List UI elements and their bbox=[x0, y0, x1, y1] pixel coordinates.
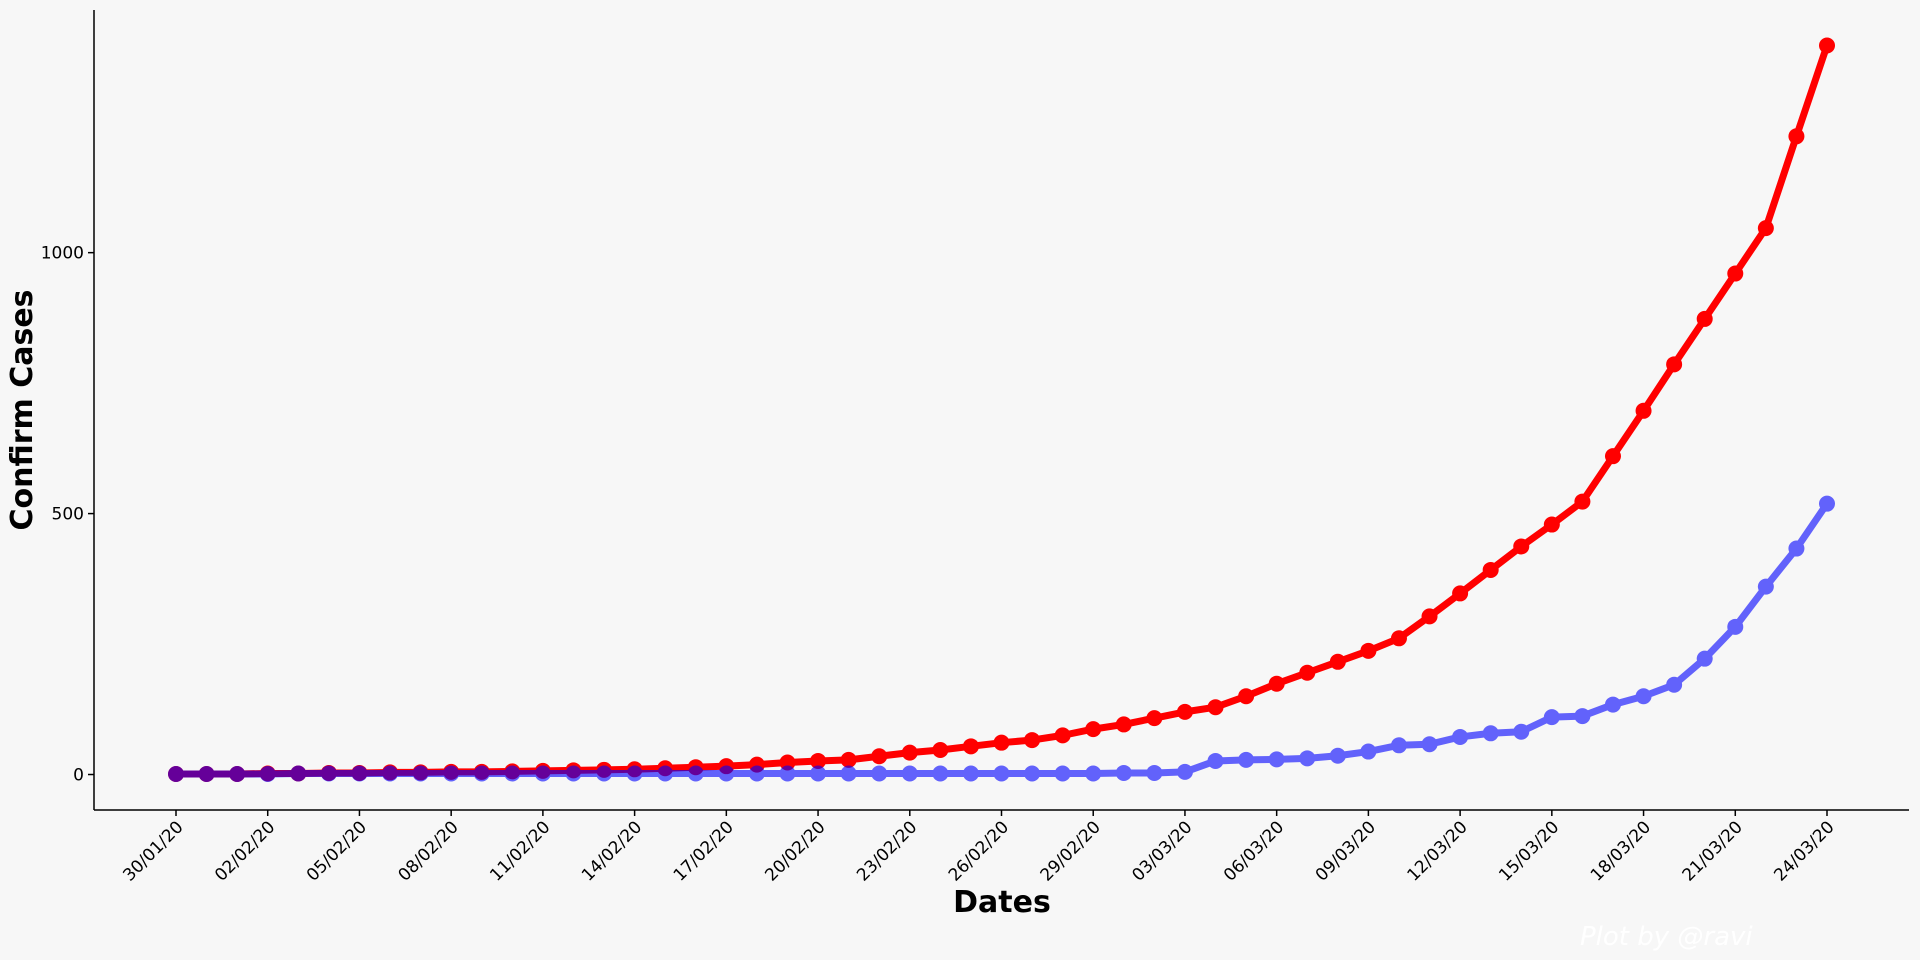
data-point bbox=[1788, 128, 1805, 145]
data-point bbox=[290, 765, 307, 782]
data-point bbox=[840, 765, 857, 782]
data-point bbox=[1238, 751, 1255, 768]
data-point bbox=[1574, 493, 1591, 510]
watermark: Plot by @ravi bbox=[1580, 922, 1753, 952]
data-point bbox=[779, 754, 796, 771]
data-point bbox=[1666, 356, 1683, 373]
data-point bbox=[1360, 743, 1377, 760]
data-point bbox=[901, 744, 918, 761]
data-point bbox=[259, 765, 276, 782]
data-point bbox=[1207, 699, 1224, 716]
data-point bbox=[1146, 764, 1163, 781]
data-point bbox=[1421, 608, 1438, 625]
data-point bbox=[229, 765, 246, 782]
x-axis-label: Dates bbox=[953, 885, 1051, 920]
data-point bbox=[993, 765, 1010, 782]
data-point bbox=[198, 765, 215, 782]
data-point bbox=[748, 765, 765, 782]
data-point bbox=[687, 765, 704, 782]
data-point bbox=[1452, 585, 1469, 602]
data-point bbox=[1115, 716, 1132, 733]
data-point bbox=[1788, 540, 1805, 557]
data-point bbox=[473, 765, 490, 782]
data-point bbox=[779, 765, 796, 782]
data-point bbox=[168, 765, 184, 782]
y-axis-label: Confirm Cases bbox=[5, 289, 40, 530]
data-point bbox=[1329, 653, 1346, 670]
data-point bbox=[718, 765, 735, 782]
data-point bbox=[1299, 664, 1316, 681]
data-point bbox=[1452, 728, 1469, 745]
data-point bbox=[1390, 630, 1407, 647]
data-point bbox=[1024, 732, 1041, 749]
y-tick-label: 1000 bbox=[41, 244, 84, 264]
data-point bbox=[1757, 578, 1774, 595]
data-point bbox=[1238, 688, 1255, 705]
data-point bbox=[504, 765, 521, 782]
data-point bbox=[1024, 765, 1041, 782]
data-point bbox=[1146, 710, 1163, 727]
data-point bbox=[810, 752, 827, 769]
data-point bbox=[1513, 723, 1530, 740]
data-point bbox=[1635, 688, 1652, 705]
data-point bbox=[840, 751, 857, 768]
data-point bbox=[1176, 703, 1193, 720]
data-point bbox=[1696, 310, 1713, 327]
series bbox=[168, 495, 1835, 782]
data-point bbox=[1543, 709, 1560, 726]
data-point bbox=[962, 765, 979, 782]
data-point bbox=[1054, 765, 1071, 782]
data-point bbox=[1482, 725, 1499, 742]
data-point bbox=[1299, 750, 1316, 767]
data-point bbox=[657, 765, 674, 782]
data-point bbox=[871, 765, 888, 782]
data-point bbox=[1696, 650, 1713, 667]
data-point bbox=[901, 765, 918, 782]
data-point bbox=[1574, 708, 1591, 725]
data-point bbox=[596, 765, 613, 782]
data-point bbox=[810, 765, 827, 782]
data-point bbox=[1268, 675, 1285, 692]
data-point bbox=[412, 765, 429, 782]
data-point bbox=[320, 765, 337, 782]
data-point bbox=[1513, 538, 1530, 555]
data-point bbox=[1421, 736, 1438, 753]
data-point bbox=[871, 748, 888, 765]
data-point bbox=[1727, 618, 1744, 635]
data-point bbox=[1329, 747, 1346, 764]
data-point bbox=[1115, 764, 1132, 781]
data-point bbox=[1604, 448, 1621, 465]
data-point bbox=[932, 765, 949, 782]
data-point bbox=[1390, 737, 1407, 754]
data-point bbox=[382, 765, 399, 782]
data-point bbox=[993, 734, 1010, 751]
data-point bbox=[932, 741, 949, 758]
data-point bbox=[962, 738, 979, 755]
data-point bbox=[1635, 402, 1652, 419]
data-point bbox=[1054, 727, 1071, 744]
data-point bbox=[1543, 516, 1560, 533]
data-point bbox=[1757, 220, 1774, 237]
data-point bbox=[1176, 763, 1193, 780]
data-point bbox=[1207, 752, 1224, 769]
data-point bbox=[351, 765, 368, 782]
data-point bbox=[534, 765, 551, 782]
data-point bbox=[1482, 561, 1499, 578]
data-point bbox=[1268, 751, 1285, 768]
data-point bbox=[1085, 721, 1102, 738]
data-point bbox=[1819, 495, 1835, 512]
data-point bbox=[443, 765, 460, 782]
data-point bbox=[1360, 642, 1377, 659]
data-point bbox=[1819, 37, 1835, 54]
data-point bbox=[1666, 676, 1683, 693]
data-point bbox=[565, 765, 582, 782]
data-point bbox=[626, 765, 643, 782]
y-tick-label: 0 bbox=[73, 766, 84, 786]
data-point bbox=[1604, 696, 1621, 713]
data-point bbox=[1085, 765, 1102, 782]
y-tick-label: 500 bbox=[52, 505, 84, 525]
data-point bbox=[1727, 265, 1744, 282]
